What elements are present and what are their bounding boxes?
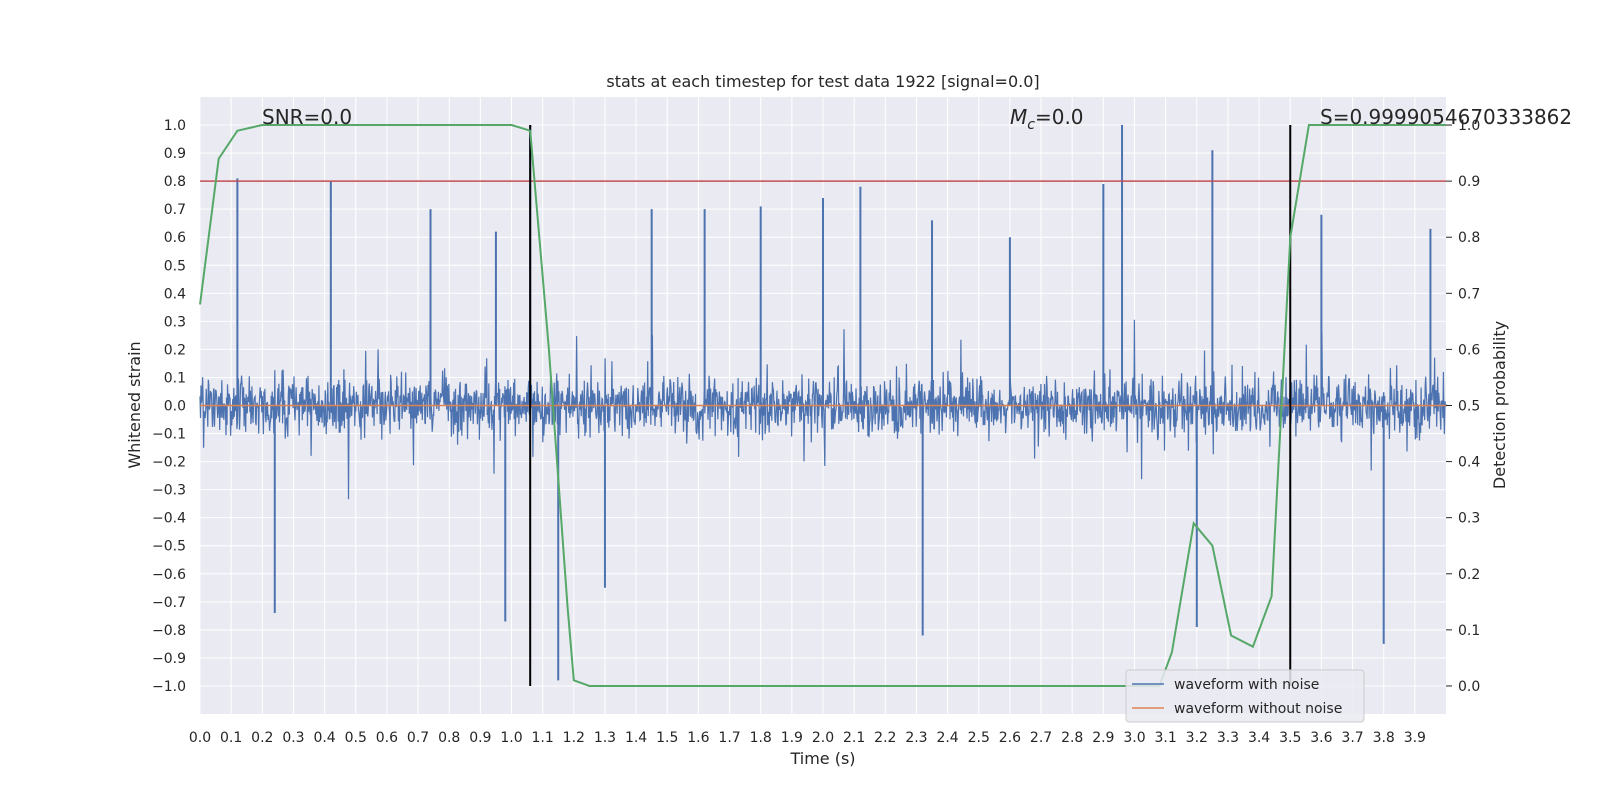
x-axis-label: Time (s): [789, 749, 855, 768]
y-tick-label: 0.0: [164, 399, 186, 415]
x-tick-label: 1.6: [687, 730, 709, 746]
x-tick-label: 1.2: [563, 730, 585, 746]
chirp-mass-value: =0.0: [1035, 105, 1084, 129]
x-tick-label: 0.3: [282, 730, 304, 746]
y-tick-labels: 1.0 0.9 0.8 0.7 0.6 0.5 0.4 0.3 0.2 0.1 0.0 −0.1 −0.…: [152, 118, 186, 695]
y-tick-label: 1.0: [164, 118, 186, 134]
x-tick-label: 2.4: [936, 730, 958, 746]
x-tick-label: 3.0: [1123, 730, 1145, 746]
x-tick-label: 1.3: [594, 730, 616, 746]
y-tick-label: −1.0: [152, 679, 186, 695]
y-tick-label: −0.9: [152, 651, 186, 667]
x-tick-label: 1.4: [625, 730, 647, 746]
x-tick-label: 2.2: [874, 730, 896, 746]
y-axis-label: Whitened strain: [125, 341, 144, 468]
x-tick-labels: 0.0 0.1 0.2 0.3 0.4 0.5 0.6 0.7 0.8 0.9 1.0 1.1 1.2 1…: [189, 730, 1426, 746]
x-tick-label: 1.1: [532, 730, 554, 746]
x-tick-label: 2.7: [1030, 730, 1052, 746]
y-tick-label: 0.5: [164, 258, 186, 274]
x-tick-label: 3.7: [1341, 730, 1363, 746]
x-tick-label: 1.8: [750, 730, 772, 746]
legend-box: [1125, 669, 1365, 723]
x-tick-label: 2.6: [999, 730, 1021, 746]
right-y-tick-label: 1.0: [1458, 118, 1480, 134]
x-tick-label: 3.9: [1404, 730, 1426, 746]
y-tick-label: −0.1: [152, 427, 186, 443]
right-y-tick-label: 0.6: [1458, 342, 1480, 358]
detection-probability-line: [199, 124, 1446, 687]
right-y-tick-label: 0.1: [1458, 623, 1480, 639]
right-y-tick-label: 0.4: [1458, 455, 1480, 471]
right-y-axis-label: Detection probability: [1490, 321, 1509, 489]
y-tick-label: 0.8: [164, 174, 186, 190]
y-tick-label: 0.6: [164, 230, 186, 246]
x-tick-label: 2.1: [843, 730, 865, 746]
right-y-tick-labels: 1.0 0.9 0.8 0.7 0.6 0.5 0.4 0.3 0.2 0.1 0.0: [1446, 118, 1480, 695]
x-tick-label: 3.1: [1155, 730, 1177, 746]
x-tick-label: 0.8: [438, 730, 460, 746]
y-tick-label: 0.4: [164, 286, 186, 302]
y-tick-label: 0.1: [164, 370, 186, 386]
y-tick-label: −0.5: [152, 539, 186, 555]
x-tick-label: 3.2: [1186, 730, 1208, 746]
y-tick-label: −0.4: [152, 511, 186, 527]
x-tick-label: 1.7: [718, 730, 740, 746]
x-tick-label: 0.4: [313, 730, 335, 746]
right-y-tick-label: 0.5: [1458, 399, 1480, 415]
x-tick-label: 3.5: [1279, 730, 1301, 746]
y-tick-label: 0.2: [164, 342, 186, 358]
chirp-mass-subscript: c: [1027, 117, 1035, 133]
x-tick-label: 0.9: [469, 730, 491, 746]
legend-label-clean: waveform without noise: [1174, 701, 1342, 717]
x-tick-label: 1.0: [500, 730, 522, 746]
snr-annotation: SNR=0.0: [262, 105, 352, 129]
chirp-mass-symbol: M: [1010, 105, 1027, 129]
y-tick-label: 0.9: [164, 146, 186, 162]
x-tick-label: 0.1: [220, 730, 242, 746]
legend-label-noise: waveform with noise: [1174, 677, 1319, 693]
x-tick-label: 2.5: [968, 730, 990, 746]
x-tick-label: 0.2: [251, 730, 273, 746]
x-tick-label: 3.3: [1217, 730, 1239, 746]
y-tick-label: −0.2: [152, 455, 186, 471]
x-tick-label: 2.8: [1061, 730, 1083, 746]
x-tick-label: 0.7: [407, 730, 429, 746]
right-y-tick-label: 0.3: [1458, 511, 1480, 527]
x-tick-label: 1.5: [656, 730, 678, 746]
x-tick-label: 3.8: [1373, 730, 1395, 746]
x-tick-label: 0.0: [189, 730, 211, 746]
x-tick-label: 2.9: [1092, 730, 1114, 746]
right-y-tick-label: 0.0: [1458, 679, 1480, 695]
x-tick-label: 0.5: [345, 730, 367, 746]
y-tick-label: 0.3: [164, 314, 186, 330]
chart-title: stats at each timestep for test data 192…: [606, 72, 1039, 91]
y-tick-label: −0.7: [152, 595, 186, 611]
x-tick-label: 3.4: [1248, 730, 1270, 746]
x-tick-label: 0.6: [376, 730, 398, 746]
right-y-tick-label: 0.7: [1458, 286, 1480, 302]
x-tick-label: 3.6: [1310, 730, 1332, 746]
y-tick-label: −0.3: [152, 483, 186, 499]
x-tick-label: 1.9: [781, 730, 803, 746]
y-tick-label: −0.8: [152, 623, 186, 639]
y-tick-label: −0.6: [152, 567, 186, 583]
y-tick-label: 0.7: [164, 202, 186, 218]
score-annotation: S=0.9999054670333862: [1320, 105, 1572, 129]
legend: waveform with noise waveform without noi…: [1125, 669, 1365, 723]
chart-marks: [199, 124, 1446, 687]
x-tick-label: 2.0: [812, 730, 834, 746]
right-y-tick-label: 0.8: [1458, 230, 1480, 246]
chirp-mass-annotation: Mc=0.0: [1010, 105, 1084, 133]
x-tick-label: 2.3: [905, 730, 927, 746]
right-y-tick-label: 0.2: [1458, 567, 1480, 583]
right-y-tick-label: 0.9: [1458, 174, 1480, 190]
